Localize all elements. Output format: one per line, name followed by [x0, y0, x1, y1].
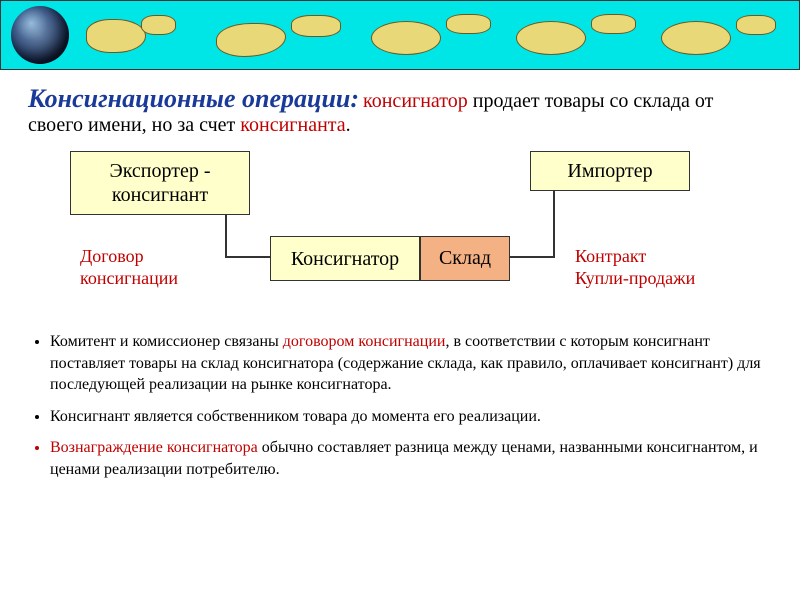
- box-importer-label: Импортер: [567, 159, 652, 183]
- flow-diagram: Экспортер - консигнант Импортер Консигна…: [0, 141, 800, 331]
- heading-consignant: консигнанта: [240, 114, 345, 136]
- label-right-line1: Контракт: [575, 246, 646, 266]
- label-left-line1: Договор: [80, 246, 144, 266]
- box-exporter-line1: Экспортер -: [109, 159, 210, 183]
- bullet-3-red: Вознаграждение консигнатора: [50, 439, 258, 456]
- box-exporter-line2: консигнант: [112, 183, 208, 207]
- connector-exporter-down: [225, 215, 227, 258]
- label-contract-consignation: Договор консигнации: [80, 246, 220, 289]
- bullet-1: Комитент и комиссионер связаны договором…: [50, 331, 772, 396]
- bullet-1-red: договором консигнации: [283, 333, 446, 350]
- bullet-1-pre: Комитент и комиссионер связаны: [50, 333, 283, 350]
- world-map-banner: [0, 0, 800, 70]
- label-right-line2: Купли-продажи: [575, 268, 695, 288]
- heading-consignator: консигнатор: [363, 90, 468, 112]
- bullet-list: Комитент и комиссионер связаны договором…: [0, 331, 800, 481]
- bullet-2: Консигнант является собственником товара…: [50, 406, 772, 428]
- heading-end: .: [346, 114, 351, 136]
- box-exporter: Экспортер - консигнант: [70, 151, 250, 215]
- box-warehouse: Склад: [420, 236, 510, 281]
- label-contract-sale: Контракт Купли-продажи: [575, 246, 745, 289]
- continents-strip: [86, 9, 789, 63]
- globe-icon: [11, 6, 69, 64]
- connector-importer-up: [553, 191, 555, 258]
- box-warehouse-label: Склад: [439, 247, 491, 270]
- box-consignor: Консигнатор: [270, 236, 420, 281]
- connector-warehouse-right: [510, 256, 555, 258]
- box-consignor-label: Консигнатор: [291, 247, 399, 271]
- heading-title: Консигнационные операции:: [28, 84, 359, 113]
- heading-block: Консигнационные операции: консигнатор пр…: [0, 70, 800, 141]
- bullet-3: Вознаграждение консигнатора обычно соста…: [50, 437, 772, 480]
- label-left-line2: консигнации: [80, 268, 178, 288]
- connector-exporter-right: [225, 256, 270, 258]
- box-importer: Импортер: [530, 151, 690, 191]
